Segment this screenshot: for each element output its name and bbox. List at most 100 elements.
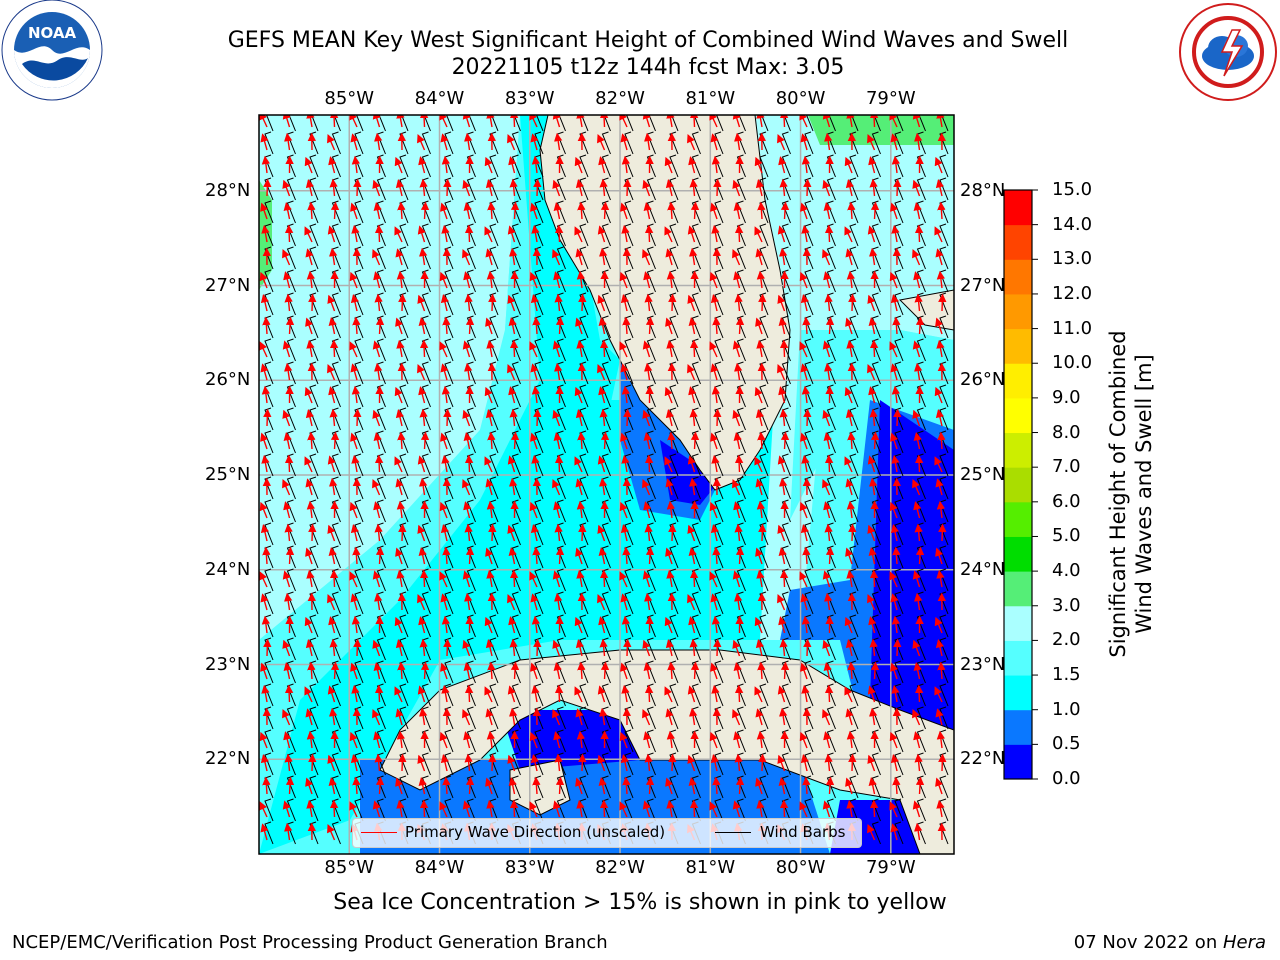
wave-direction-arrow xyxy=(373,201,382,220)
wave-direction-arrow xyxy=(597,455,606,473)
wave-direction-arrow xyxy=(372,115,381,128)
wave-direction-arrow xyxy=(508,156,517,174)
wave-direction-arrow xyxy=(800,202,809,220)
colorbar-segment xyxy=(1004,259,1032,295)
wind-barb xyxy=(736,246,746,270)
wave-direction-arrow xyxy=(396,115,405,128)
wave-direction-arrow xyxy=(644,362,653,381)
wave-direction-arrow xyxy=(417,364,426,381)
wave-direction-arrow xyxy=(936,270,946,289)
wave-direction-arrow xyxy=(353,408,362,427)
noaa-logo-text: NOAA xyxy=(28,24,77,42)
wave-direction-arrow xyxy=(418,386,427,404)
wave-direction-arrow xyxy=(756,339,765,358)
wind-barb xyxy=(491,115,499,132)
wind-barb xyxy=(896,115,904,132)
wind-barb xyxy=(916,706,926,730)
wave-direction-arrow xyxy=(420,201,430,220)
wave-direction-arrow xyxy=(260,202,269,220)
wind-barb xyxy=(873,115,881,132)
wave-direction-arrow xyxy=(889,341,898,358)
wind-barb xyxy=(266,115,274,132)
wave-direction-arrow xyxy=(935,478,944,496)
wind-barb xyxy=(851,115,859,132)
wave-direction-arrow xyxy=(530,202,539,220)
wave-direction-arrow xyxy=(304,456,313,473)
wind-barb xyxy=(916,246,926,270)
wave-direction-arrow xyxy=(510,201,520,220)
wind-barb xyxy=(759,453,769,477)
wave-direction-arrow xyxy=(779,115,789,128)
wave-direction-arrow xyxy=(777,294,786,312)
wave-direction-arrow xyxy=(914,132,923,151)
wave-direction-arrow xyxy=(284,362,293,381)
wind-barb xyxy=(558,115,566,132)
wave-direction-arrow xyxy=(754,386,763,404)
wave-direction-arrow xyxy=(465,316,475,335)
wind-barb xyxy=(421,131,431,155)
wave-direction-arrow xyxy=(891,155,901,174)
wave-direction-arrow xyxy=(397,431,406,450)
wave-direction-arrow xyxy=(261,385,271,404)
wave-direction-arrow xyxy=(915,316,925,335)
wave-direction-arrow xyxy=(713,408,722,427)
wave-direction-arrow xyxy=(689,178,698,197)
wave-direction-arrow xyxy=(350,432,359,450)
wave-direction-arrow xyxy=(464,454,474,473)
wind-barb xyxy=(826,706,836,730)
wave-direction-arrow xyxy=(463,271,472,289)
wave-direction-arrow xyxy=(867,294,876,312)
wave-direction-arrow xyxy=(552,115,561,128)
wave-direction-arrow xyxy=(530,363,539,381)
wave-direction-arrow xyxy=(666,339,675,358)
wave-direction-arrow xyxy=(509,178,518,197)
wave-direction-arrow xyxy=(889,271,898,289)
wave-direction-arrow xyxy=(825,316,835,335)
colorbar-segment xyxy=(1004,293,1032,330)
wave-direction-arrow xyxy=(484,226,493,243)
wave-direction-arrow xyxy=(329,339,339,358)
wave-direction-arrow xyxy=(440,133,449,151)
wind-barb xyxy=(579,453,589,477)
wind-barb xyxy=(804,338,814,362)
wave-direction-arrow xyxy=(845,478,854,496)
wave-direction-arrow xyxy=(441,155,451,174)
wave-direction-arrow xyxy=(507,294,516,312)
wave-direction-arrow xyxy=(599,339,609,358)
wind-barb xyxy=(466,706,476,730)
wave-direction-arrow xyxy=(485,409,495,427)
wave-direction-arrow xyxy=(912,115,921,128)
wave-direction-arrow xyxy=(462,340,471,358)
wind-barb xyxy=(534,798,544,822)
wave-direction-arrow xyxy=(713,178,722,197)
wind-barb xyxy=(871,821,881,845)
wave-direction-arrow xyxy=(688,156,697,174)
wind-barb xyxy=(468,115,476,132)
wave-direction-arrow xyxy=(621,454,630,473)
wave-direction-arrow xyxy=(732,115,741,128)
wind-barb xyxy=(669,223,679,247)
wind-barb xyxy=(309,453,319,477)
colorbar-segment xyxy=(1004,397,1032,434)
wave-direction-arrow xyxy=(597,294,606,312)
wave-direction-arrow xyxy=(351,385,361,404)
wave-direction-arrow xyxy=(644,224,654,243)
wind-barb xyxy=(759,683,769,707)
wave-direction-arrow xyxy=(552,249,561,266)
wave-direction-arrow xyxy=(868,156,877,174)
wave-direction-arrow xyxy=(443,178,452,197)
wave-direction-arrow xyxy=(285,316,295,335)
wave-direction-arrow xyxy=(643,201,652,220)
wave-direction-arrow xyxy=(462,409,471,427)
wave-direction-arrow xyxy=(509,477,518,496)
wave-direction-arrow xyxy=(687,225,696,243)
wave-direction-arrow xyxy=(329,247,338,266)
wave-direction-arrow xyxy=(484,156,493,174)
wave-direction-arrow xyxy=(845,317,854,335)
wave-direction-arrow xyxy=(327,455,336,473)
wave-direction-arrow xyxy=(417,225,426,243)
wave-direction-arrow xyxy=(529,501,538,519)
wind-barb xyxy=(264,798,274,822)
wave-direction-arrow xyxy=(555,316,565,335)
wave-direction-arrow xyxy=(597,225,606,243)
